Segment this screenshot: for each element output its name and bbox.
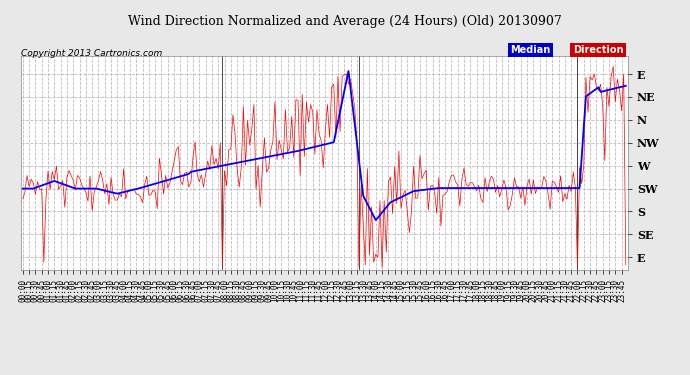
- Text: Direction: Direction: [573, 45, 623, 55]
- Text: Wind Direction Normalized and Average (24 Hours) (Old) 20130907: Wind Direction Normalized and Average (2…: [128, 15, 562, 28]
- Text: Copyright 2013 Cartronics.com: Copyright 2013 Cartronics.com: [21, 49, 162, 58]
- Text: Median: Median: [511, 45, 551, 55]
